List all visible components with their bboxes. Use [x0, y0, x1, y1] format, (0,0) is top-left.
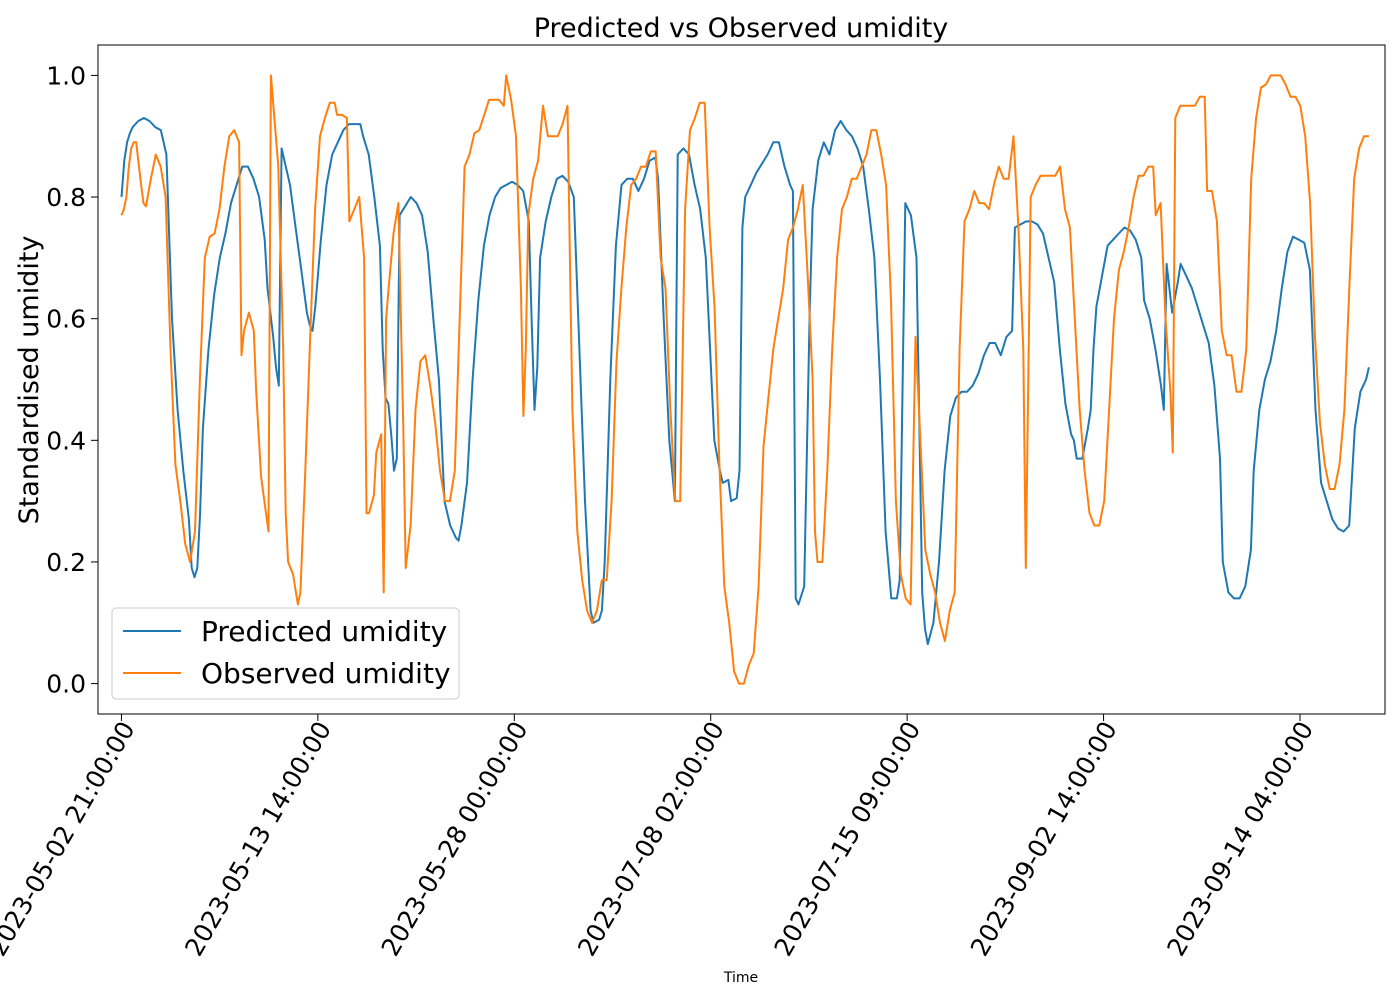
legend-label-predicted: Predicted umidity	[201, 615, 447, 648]
y-tick-label: 0.0	[46, 670, 86, 699]
y-tick-label: 0.6	[46, 305, 86, 334]
y-tick-label: 1.0	[46, 61, 86, 90]
y-tick-label: 0.8	[46, 183, 86, 212]
plot-frame	[97, 44, 1386, 715]
y-axis-label: Standardised umidity	[14, 236, 45, 525]
legend-box	[111, 607, 460, 700]
legend-label-observed: Observed umidity	[201, 657, 451, 690]
chart-title: Predicted vs Observed umidity	[534, 13, 949, 44]
legend: Predicted umidity Observed umidity	[111, 607, 460, 700]
series-line-observed	[120, 74, 1369, 685]
series-line-predicted	[120, 117, 1370, 646]
y-tick-label: 0.4	[46, 426, 86, 455]
y-tick-label: 0.2	[46, 548, 86, 577]
x-axis-label: Time	[723, 970, 758, 986]
